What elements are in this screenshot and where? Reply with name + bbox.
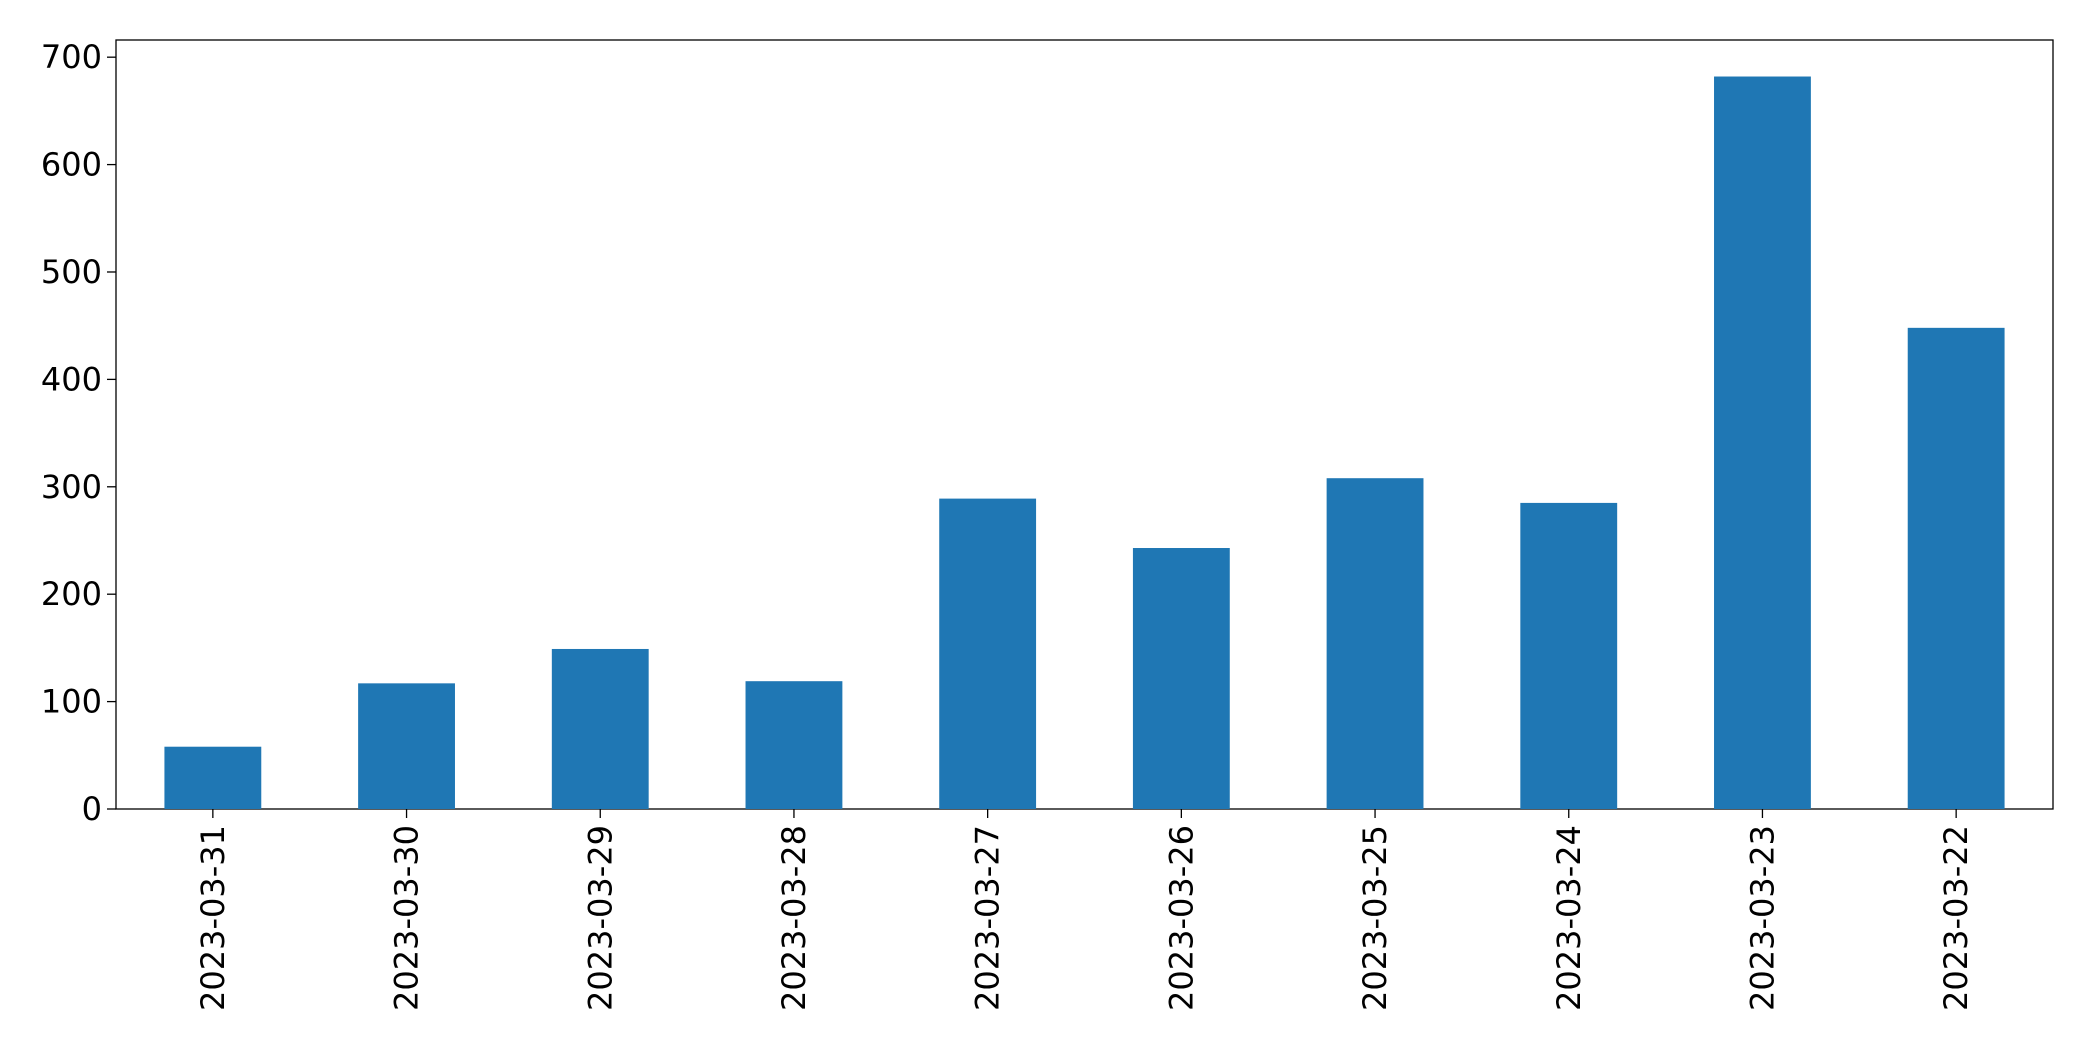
bar bbox=[164, 746, 262, 809]
bar bbox=[551, 648, 649, 809]
x-tick-label: 2023-03-26 bbox=[1162, 825, 1200, 1011]
x-tick-label: 2023-03-29 bbox=[581, 825, 619, 1011]
x-tick-label: 2023-03-28 bbox=[775, 825, 813, 1011]
y-tick-label: 700 bbox=[41, 38, 102, 76]
y-tick-label: 100 bbox=[41, 683, 102, 721]
x-tick-label: 2023-03-22 bbox=[1937, 825, 1975, 1011]
x-tick-label: 2023-03-27 bbox=[969, 825, 1007, 1011]
bar bbox=[1714, 76, 1811, 809]
x-tick-label: 2023-03-24 bbox=[1550, 825, 1588, 1011]
x-tick-label: 2023-03-25 bbox=[1356, 825, 1394, 1011]
y-tick-label: 600 bbox=[41, 146, 102, 184]
bar bbox=[358, 683, 455, 809]
bar bbox=[1520, 502, 1618, 809]
y-tick-label: 300 bbox=[41, 468, 102, 506]
y-tick-label: 0 bbox=[82, 790, 102, 828]
bar bbox=[745, 681, 843, 809]
bar bbox=[1132, 548, 1230, 809]
bar bbox=[939, 498, 1037, 809]
x-tick-label: 2023-03-23 bbox=[1743, 825, 1781, 1011]
bar bbox=[1907, 327, 2005, 809]
y-tick-label: 400 bbox=[41, 360, 102, 398]
y-tick-label: 500 bbox=[41, 253, 102, 291]
plot-frame bbox=[115, 39, 2054, 810]
x-tick-label: 2023-03-30 bbox=[388, 825, 426, 1011]
y-tick-label: 200 bbox=[41, 575, 102, 613]
bar bbox=[1326, 478, 1424, 809]
x-tick-label: 2023-03-31 bbox=[194, 825, 232, 1011]
